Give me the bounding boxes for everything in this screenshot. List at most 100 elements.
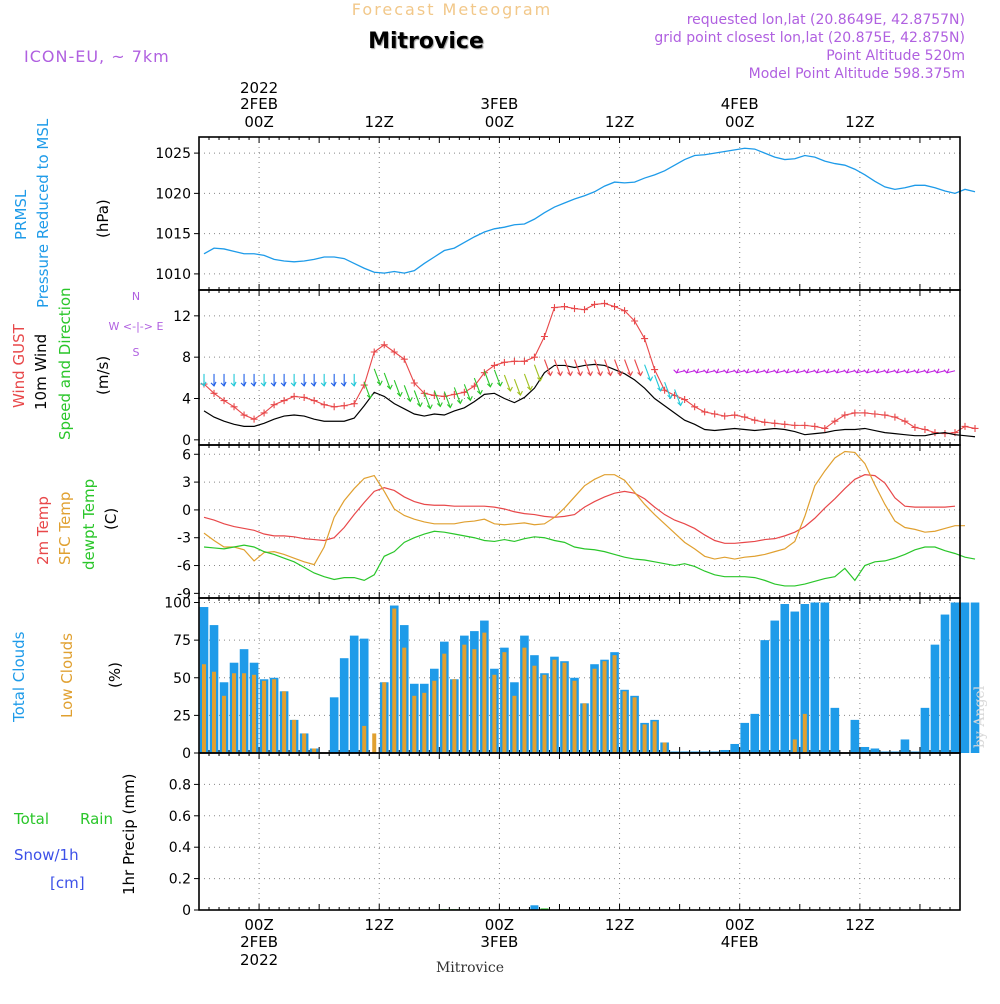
wind-arrow-head [330,381,337,387]
total-cloud-bar [970,602,980,753]
wind-arrow [644,364,652,381]
gust-point [961,422,969,430]
wind-arrow-head [667,393,674,400]
total-cloud-bar [790,611,800,753]
wind-arrow [756,370,765,374]
total-clouds-label: Total Clouds [10,631,28,723]
meteogram-subtitle: Forecast Meteogram [352,0,552,19]
low-cloud-bar [392,608,397,753]
top-hour-label: 00Z [485,113,514,131]
gust-point [240,411,248,419]
wind-arrow [563,359,571,376]
wind-arrow [746,370,755,374]
wind-arrow [624,359,632,376]
bottom-hour-label: 12Z [365,916,394,934]
gust-point [300,393,308,401]
wind-arrow [634,359,642,376]
wind-arrow [946,370,956,374]
wind-arrow-head [250,381,257,387]
low-cloud-bar [542,674,547,753]
wind-arrow [816,370,825,374]
low-cloud-bar [552,659,557,753]
wind-arrow-head [240,381,247,387]
total-cloud-bar [750,713,760,753]
gust-point [801,421,809,429]
wind-arrow-head [200,381,207,387]
wind-arrow-head [903,368,910,374]
wind-arrow [393,379,401,397]
gust-point [741,413,749,421]
wind-arrow-head [617,371,624,377]
y-tick-label: 25 [173,708,191,724]
gust-point [751,416,759,424]
gust-point [500,358,508,366]
gust-point [601,299,609,307]
wind-arrow-head [280,381,287,387]
low-cloud-bar [312,748,317,753]
wind-arrow [796,370,805,374]
wind-arrow-head [416,402,423,408]
low-cloud-bar [562,662,567,753]
wind-arrow-head [290,381,297,387]
gust-point [701,408,709,416]
low-cloud-bar [202,664,207,753]
wind-arrow-head [366,393,373,400]
dewpt-label: dewpt Temp [80,479,98,570]
gust-point [771,419,779,427]
wind-arrow [856,370,866,374]
low-cloud-bar [802,713,807,753]
top-hour-label: 12Z [365,113,394,131]
wind-arrow [463,384,471,401]
top-hour-label: 00Z [725,113,754,131]
low-cloud-bar [662,742,667,753]
wind-arrow-head [547,371,553,377]
precip-unit: 1hr Precip (mm) [120,774,138,895]
wind-arrow [654,374,662,392]
sfc-temp-label: SFC Temp [56,492,74,565]
gust-point [540,333,548,340]
gust-point [480,369,488,377]
total-cloud-bar [720,749,729,753]
top-year-label: 2022 [240,79,278,97]
wind-arrow [806,370,815,374]
wind-dir-label: Speed and Direction [56,287,74,440]
wind-arrow-head [763,368,770,374]
wind-arrow-head [466,396,473,402]
gust-point [931,429,939,437]
wind-arrow-head [230,381,237,387]
requested-coords: requested lon,lat (20.8649E, 42.8757N) [687,12,965,28]
wind-arrow-head [607,371,614,377]
low-cloud-bar [592,668,597,753]
total-cloud-bar [730,743,740,753]
top-hour-label: 12Z [605,113,634,131]
wind-arrow-head [426,404,433,410]
y-tick-label: 0 [182,746,191,762]
gust-point [560,303,568,311]
gust-point [661,386,669,394]
gust-point [911,423,919,431]
gust-point [971,424,979,432]
gust-point [230,403,238,411]
wind-arrow-head [476,389,483,396]
prmsl-long-label: Pressure Reduced to MSL [34,118,52,308]
wind-arrow [383,372,391,390]
wind-arrow [664,382,672,399]
gridpoint-coords: grid point closest lon,lat (20.875E, 42.… [654,30,965,46]
wind-arrow-head [843,368,850,374]
total-cloud-bar [930,644,940,753]
gust-point [641,335,649,343]
y-tick-label: 1025 [155,146,191,162]
gust-point [270,401,278,409]
prmsl-label: PRMSL [12,189,30,240]
low-cloud-bar [262,680,267,753]
wind-arrow [533,364,541,381]
wind-arrow-head [683,368,690,374]
low-cloud-bar [232,673,237,753]
model-altitude: Model Point Altitude 598.375m [749,66,965,82]
total-cloud-bar [870,748,880,753]
gust-point [340,402,348,410]
wind-arrow-head [386,384,393,390]
wind-arrow [906,370,916,374]
wind-arrow-head [833,368,840,374]
wind-arrow-head [270,381,277,387]
